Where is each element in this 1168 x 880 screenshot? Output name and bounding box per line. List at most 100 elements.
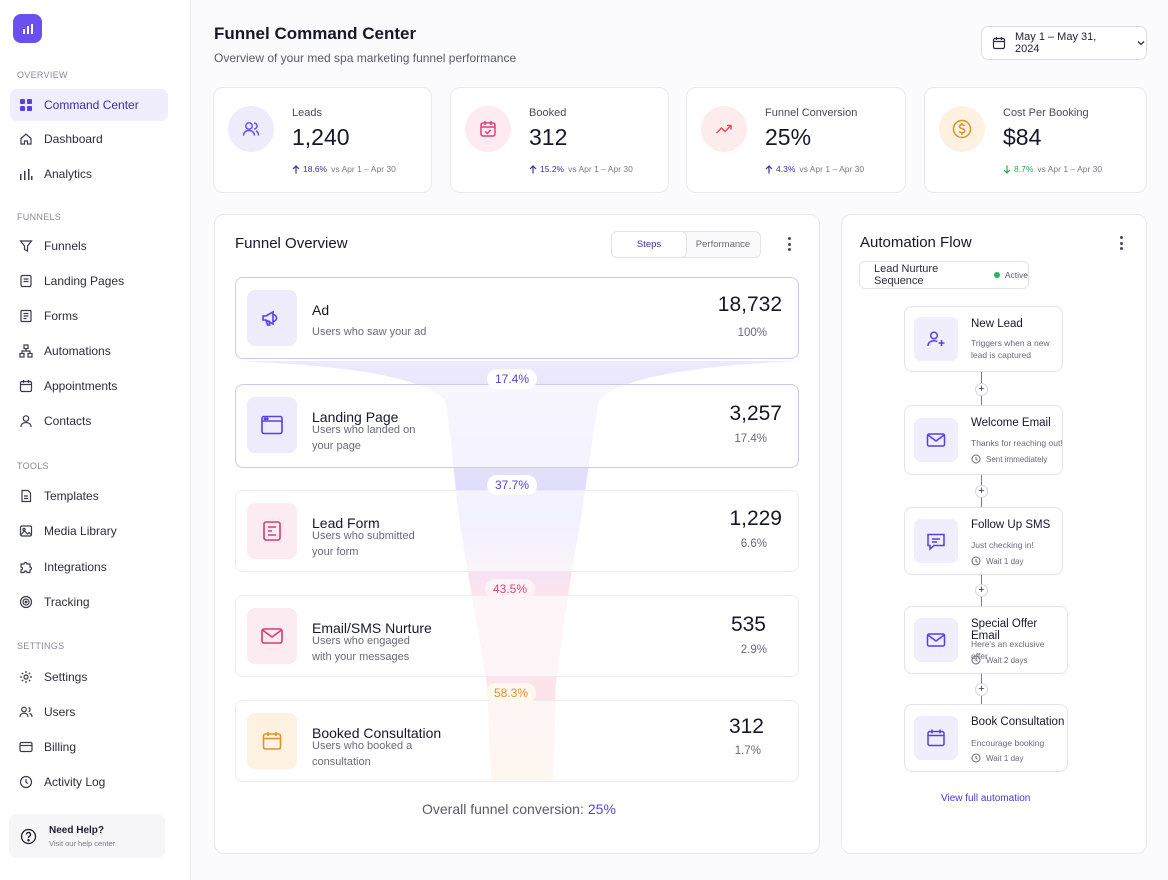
funnel-more-menu-icon[interactable] (781, 234, 797, 254)
nav-item-funnels[interactable]: Funnels (10, 230, 168, 262)
help-center-card[interactable]: Need Help? Visit our help center (9, 814, 165, 858)
nav-item-billing[interactable]: Billing (10, 731, 168, 763)
nav-item-dashboard[interactable]: Dashboard (10, 123, 168, 155)
nav-label: Media Library (44, 524, 117, 538)
nav-item-templates[interactable]: Templates (10, 480, 168, 512)
view-full-automation-link[interactable]: View full automation (941, 793, 1031, 804)
stage-value: 18,732 (717, 293, 782, 316)
section-label-settings: SETTINGS (17, 641, 65, 651)
tab-steps[interactable]: Steps (612, 232, 686, 257)
mail-icon (914, 418, 958, 462)
date-range-picker[interactable]: May 1 – May 31, 2024 (981, 26, 1147, 60)
nav-item-command-center[interactable]: Command Center (10, 89, 168, 121)
stage-value: 1,229 (729, 507, 782, 530)
template-icon (18, 488, 34, 504)
kpi-label: Leads (292, 107, 322, 119)
arrow-down-icon (1003, 165, 1011, 174)
mail-icon (914, 618, 958, 662)
flow-node-special-offer-email[interactable]: Special Offer Email Here's an exclusive … (904, 606, 1068, 674)
stage-desc: Users who saw your ad (312, 326, 427, 338)
node-wait: Wait 1 day (971, 753, 1024, 763)
kpi-compare: vs Apr 1 – Apr 30 (331, 164, 396, 174)
user-plus-icon (914, 317, 958, 361)
add-step-button[interactable]: + (975, 383, 988, 396)
nav-label: Integrations (44, 560, 107, 574)
kpi-label: Cost Per Booking (1003, 107, 1089, 119)
add-step-button[interactable]: + (975, 485, 988, 498)
chat-icon (914, 519, 958, 563)
nav-label: Settings (44, 670, 88, 684)
section-label-funnels: FUNNELS (17, 212, 62, 222)
funnel-stage-booked-consultation[interactable]: Booked Consultation Users who booked a c… (235, 700, 799, 782)
automation-more-menu-icon[interactable] (1113, 233, 1129, 253)
overall-conversion-value: 25% (587, 801, 616, 817)
help-title: Need Help? (49, 824, 105, 836)
kpi-change: 8.7% (1014, 164, 1034, 174)
nav-item-appointments[interactable]: Appointments (10, 370, 168, 402)
add-step-button[interactable]: + (975, 584, 988, 597)
flow-node-new-lead[interactable]: New Lead Triggers when a new lead is cap… (904, 306, 1063, 372)
funnel-view-toggle: Steps Performance (611, 231, 761, 258)
nav-item-analytics[interactable]: Analytics (10, 158, 168, 190)
users-icon (18, 704, 34, 720)
arrow-up-icon (765, 164, 773, 174)
section-label-tools: TOOLS (17, 461, 49, 471)
nav-item-automations[interactable]: Automations (10, 335, 168, 367)
nav-item-forms[interactable]: Forms (10, 300, 168, 332)
tab-performance[interactable]: Performance (695, 239, 751, 250)
node-wait-text: Sent immediately (986, 454, 1048, 464)
dollar-coin-icon (939, 106, 985, 152)
conversion-rate-pill: 43.5% (485, 579, 536, 599)
kpi-value: $84 (1003, 124, 1042, 150)
flow-node-book-consultation[interactable]: Book Consultation Encourage booking Wait… (904, 704, 1068, 772)
node-wait: Sent immediately (971, 454, 1047, 464)
calendar-icon (992, 36, 1006, 50)
node-wait-text: Wait 1 day (986, 556, 1024, 566)
flow-node-welcome-email[interactable]: Welcome Email Thanks for reaching out! S… (904, 405, 1063, 475)
kpi-delta: 15.2% vs Apr 1 – Apr 30 (529, 164, 633, 174)
overall-conversion: Overall funnel conversion: 25% (422, 801, 616, 817)
section-label-overview: OVERVIEW (17, 70, 68, 80)
nav-item-activity-log[interactable]: Activity Log (10, 766, 168, 798)
funnel-stage-lead-form[interactable]: Lead Form Users who submitted your form … (235, 490, 799, 572)
node-wait-text: Wait 1 day (986, 753, 1024, 763)
nav-label: Command Center (44, 98, 139, 112)
megaphone-icon (247, 290, 297, 346)
conversion-rate-pill: 17.4% (487, 369, 538, 389)
stage-desc: Users who landed on your page (312, 424, 416, 452)
bar-chart-icon (18, 166, 34, 182)
app-logo-icon[interactable] (13, 14, 42, 43)
flow-node-follow-up-sms[interactable]: Follow Up SMS Just checking in! Wait 1 d… (904, 507, 1063, 575)
nav-item-landing-pages[interactable]: Landing Pages (10, 265, 168, 297)
browser-window-icon (247, 397, 297, 453)
sidebar: OVERVIEW Command Center Dashboard Analyt… (0, 0, 191, 880)
nav-item-media-library[interactable]: Media Library (10, 515, 168, 547)
page-subtitle: Overview of your med spa marketing funne… (214, 51, 517, 65)
kpi-change: 15.2% (540, 164, 565, 174)
kpi-card-funnel-conversion[interactable]: Funnel Conversion 25% 4.3% vs Apr 1 – Ap… (686, 87, 906, 193)
add-step-button[interactable]: + (975, 683, 988, 696)
calendar-check-icon (465, 106, 511, 152)
nav-item-settings[interactable]: Settings (10, 661, 168, 693)
card-icon (18, 739, 34, 755)
nav-label: Users (44, 705, 76, 719)
nav-item-users[interactable]: Users (10, 696, 168, 728)
kpi-compare: vs Apr 1 – Apr 30 (568, 164, 633, 174)
nav-item-contacts[interactable]: Contacts (10, 405, 168, 437)
nav-item-tracking[interactable]: Tracking (10, 586, 168, 618)
kpi-value: 1,240 (292, 124, 350, 150)
kpi-compare: vs Apr 1 – Apr 30 (799, 164, 865, 174)
kpi-card-booked[interactable]: Booked 312 15.2% vs Apr 1 – Apr 30 (450, 87, 669, 193)
funnel-stage-email-sms-nurture[interactable]: Email/SMS Nurture Users who engaged with… (235, 595, 799, 677)
funnel-stage-ad[interactable]: Ad Users who saw your ad 18,732 100% (235, 277, 799, 359)
stage-value: 3,257 (729, 402, 782, 425)
kpi-card-cost-per-booking[interactable]: Cost Per Booking $84 8.7% vs Apr 1 – Apr… (924, 87, 1147, 193)
flow-icon (18, 343, 34, 359)
sequence-selector[interactable]: Lead Nurture Sequence Active (859, 261, 1029, 289)
arrow-up-icon (292, 164, 300, 174)
nav-item-integrations[interactable]: Integrations (10, 551, 168, 583)
date-range-label: May 1 – May 31, 2024 (1015, 31, 1097, 55)
funnel-stage-landing-page[interactable]: Landing Page Users who landed on your pa… (235, 384, 799, 468)
kpi-card-leads[interactable]: Leads 1,240 18.6% vs Apr 1 – Apr 30 (213, 87, 432, 193)
puzzle-icon (18, 559, 34, 575)
